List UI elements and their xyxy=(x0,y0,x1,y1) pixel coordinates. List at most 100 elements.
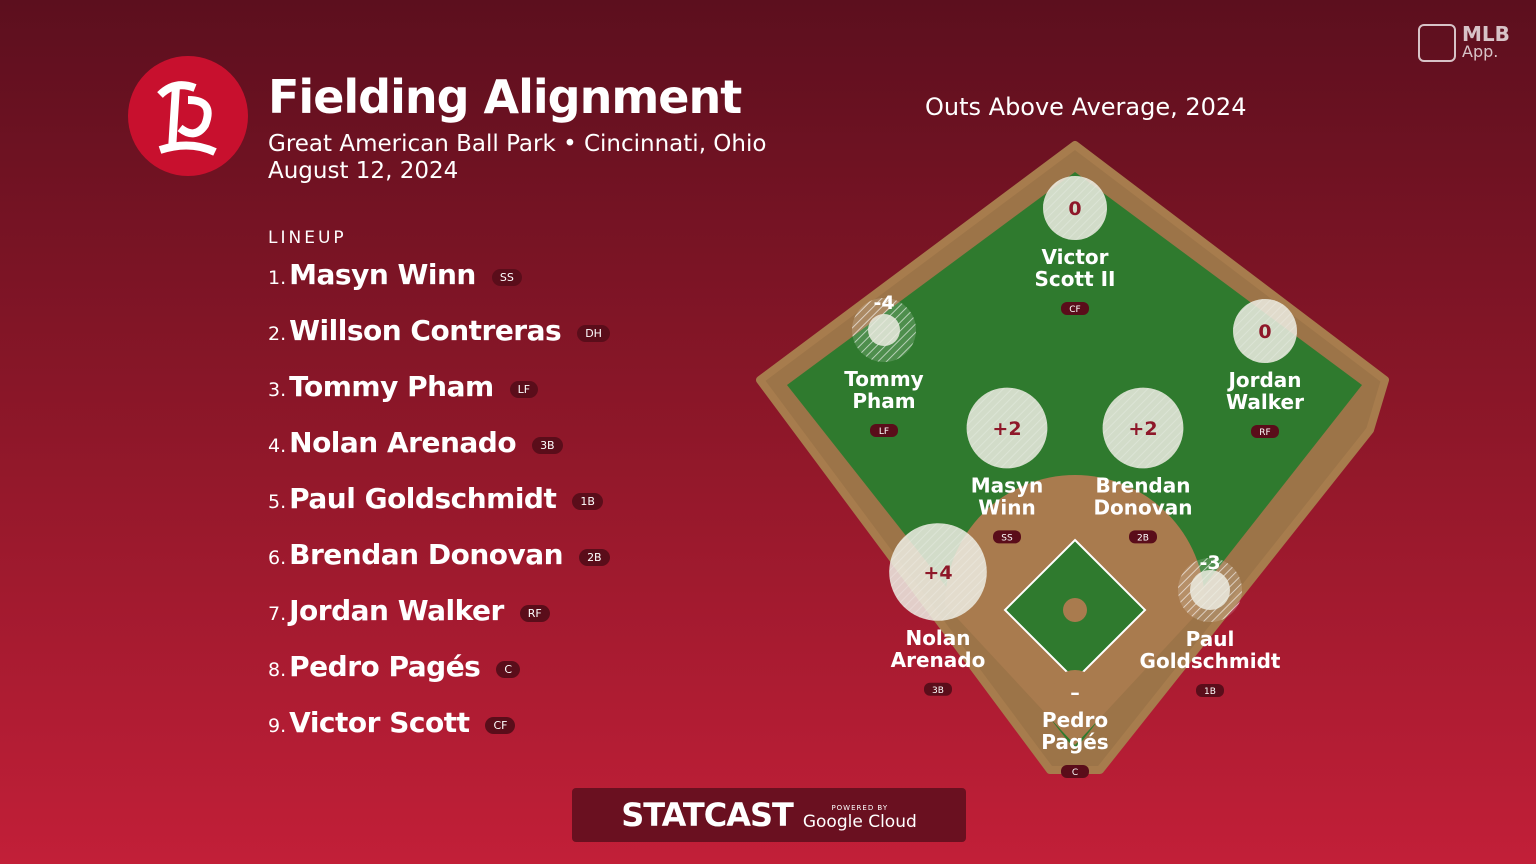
mound xyxy=(1063,598,1087,622)
lineup-order: 7. xyxy=(268,603,287,625)
lineup-name: Paul Goldschmidt xyxy=(289,482,557,515)
lineup-order: 4. xyxy=(268,435,287,457)
oaa-circle xyxy=(868,314,900,346)
lineup-order: 2. xyxy=(268,323,287,345)
lineup-row: 9. Victor Scott CF xyxy=(268,706,516,739)
statcast: STATCAST xyxy=(621,796,794,834)
oaa-label: – xyxy=(1070,682,1080,704)
lineup-pos: C xyxy=(496,661,521,678)
fielder-name: Pedro xyxy=(1042,708,1108,732)
lineup-row: 5. Paul Goldschmidt 1B xyxy=(268,482,603,515)
fielder-pos: SS xyxy=(1001,533,1013,543)
lineup-order: 6. xyxy=(268,547,287,569)
oaa-hatch xyxy=(889,523,987,621)
lineup-order: 9. xyxy=(268,715,287,737)
lineup-name: Nolan Arenado xyxy=(289,426,517,459)
lineup-pos: LF xyxy=(509,381,539,398)
lineup-pos: CF xyxy=(485,717,516,734)
lineup-order: 3. xyxy=(268,379,287,401)
pos-badge xyxy=(1129,530,1157,544)
team-logo xyxy=(128,56,248,176)
pos-badge xyxy=(870,424,898,437)
pos-badge xyxy=(1061,302,1089,315)
outfield-grass xyxy=(787,172,1362,750)
lineup-pos: DH xyxy=(577,325,610,342)
oaa-hatch xyxy=(1233,299,1297,363)
lineup-pos: RF xyxy=(519,605,550,622)
lineup-row: 3. Tommy Pham LF xyxy=(268,370,539,403)
pos-badge xyxy=(1196,684,1224,697)
fielder-name: Donovan xyxy=(1093,495,1192,519)
lineup-pos: 3B xyxy=(532,437,563,454)
pos-badge xyxy=(993,530,1021,544)
lineup-order: 1. xyxy=(268,267,287,289)
oaa-hatch xyxy=(966,387,1048,469)
oaa-label: 0 xyxy=(1258,321,1271,343)
lineup-order: 8. xyxy=(268,659,287,681)
mlb-name: MLB xyxy=(1462,22,1510,46)
oaa-hatch xyxy=(1043,176,1107,240)
oaa-label: +2 xyxy=(992,418,1021,440)
lineup-name: Willson Contreras xyxy=(289,314,562,347)
fielder-name: Scott II xyxy=(1035,267,1116,291)
lineup-name: Tommy Pham xyxy=(289,370,494,403)
lineup-row: 8. Pedro Pagés C xyxy=(268,650,521,683)
oaa-label: +4 xyxy=(923,562,952,584)
fielder-pos: RF xyxy=(1259,428,1270,438)
oaa-label: 0 xyxy=(1068,198,1081,220)
lineup-name: Pedro Pagés xyxy=(289,650,481,683)
fielder-pos: 3B xyxy=(932,686,944,696)
fielder-name: Tommy xyxy=(844,367,923,391)
lineup-order: 5. xyxy=(268,491,287,513)
mlb-icon xyxy=(1418,24,1456,62)
fielder-pos: 1B xyxy=(1204,687,1216,697)
oaa-hatch xyxy=(1102,387,1184,469)
lineup-name: Jordan Walker xyxy=(289,594,504,627)
pos-badge xyxy=(1061,765,1089,778)
lineup-name: Brendan Donovan xyxy=(289,538,564,571)
mlb-sub: App. xyxy=(1462,42,1499,61)
oaa-label: -3 xyxy=(1199,552,1220,574)
lineup-pos: 1B xyxy=(572,493,603,510)
oaa-label: -4 xyxy=(873,292,894,314)
date: August 12, 2024 xyxy=(268,158,459,184)
fielder-name: Pham xyxy=(852,389,915,413)
oaa-circle xyxy=(1190,570,1230,610)
fielder-name: Jordan xyxy=(1226,368,1301,392)
fielder-name: Paul xyxy=(1186,627,1235,651)
lineup-name: Masyn Winn xyxy=(289,258,476,291)
lineup-row: 6. Brendan Donovan 2B xyxy=(268,538,610,571)
pos-badge xyxy=(924,682,952,696)
venue: Great American Ball Park • Cincinnati, O… xyxy=(268,131,767,157)
lineup-row: 4. Nolan Arenado 3B xyxy=(268,426,563,459)
fielder-name: Goldschmidt xyxy=(1140,649,1281,673)
powered-by: POWERED BY xyxy=(831,804,889,812)
lineup-row: 2. Willson Contreras DH xyxy=(268,314,610,347)
oaa-label: +2 xyxy=(1128,418,1157,440)
pos-badge xyxy=(1251,425,1279,438)
fielder-pos: 2B xyxy=(1137,533,1149,543)
fielder-name: Brendan xyxy=(1096,473,1191,497)
lineup-row: 7. Jordan Walker RF xyxy=(268,594,550,627)
lineup-name: Victor Scott xyxy=(289,706,470,739)
fielder-name: Nolan xyxy=(905,626,970,650)
lineup-pos: 2B xyxy=(579,549,610,566)
footer: STATCAST POWERED BY Google Cloud xyxy=(572,788,966,842)
title: Fielding Alignment xyxy=(268,70,742,124)
team-logo-mark xyxy=(157,81,217,156)
lineup-row: 1. Masyn Winn SS xyxy=(268,258,522,291)
lineup-pos: SS xyxy=(491,269,522,286)
fielder-pos: LF xyxy=(879,427,889,437)
lineup-label: LINEUP xyxy=(268,228,347,248)
fielder-pos: CF xyxy=(1069,305,1080,315)
fielder-name: Pagés xyxy=(1041,730,1108,754)
home-plate xyxy=(1053,670,1097,714)
partner: Google Cloud xyxy=(802,812,917,832)
field-title: Outs Above Average, 2024 xyxy=(925,93,1247,121)
mlb-app-logo: MLB App. xyxy=(1418,24,1510,62)
fielder-name: Masyn xyxy=(971,473,1044,497)
fielder-pos: C xyxy=(1072,768,1078,778)
